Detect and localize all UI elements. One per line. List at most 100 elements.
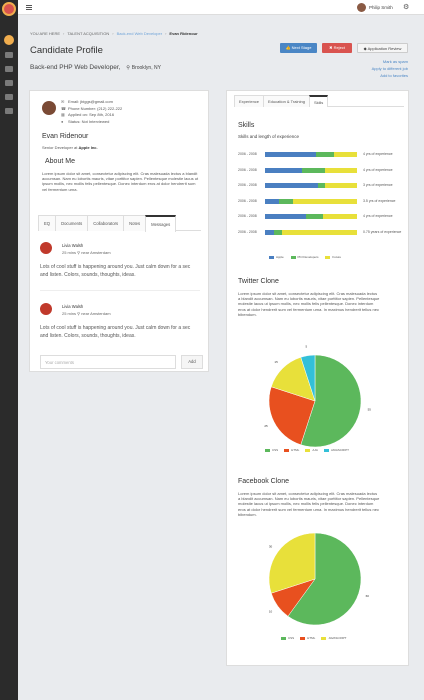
skill-bar-segment xyxy=(265,152,316,157)
location-icon: ⚲ xyxy=(77,311,81,316)
twitter-pie-chart: 55 25 15 5 xyxy=(264,345,372,448)
chart-icon[interactable] xyxy=(5,80,13,86)
about-text: Lorem ipsum dolor sit amet, consectetur … xyxy=(42,171,199,192)
skill-bar-segment xyxy=(306,214,323,219)
legend-label: Apple xyxy=(276,255,284,259)
add-favorites-link[interactable]: Add to favorites xyxy=(380,73,408,78)
tab-documents[interactable]: Documents xyxy=(55,215,89,231)
pie-value-label: 55 xyxy=(368,408,372,412)
message-location: near Amsterdam xyxy=(81,311,111,316)
tab-experience[interactable]: Experience xyxy=(234,95,265,107)
company-name: Apple Inc. xyxy=(78,145,98,150)
skill-row: 2006 - 2008 3 yrs of experience xyxy=(238,182,408,190)
message-location: near Amsterdam xyxy=(81,250,111,255)
job-position: Back-end PHP Web Developer, ⚲ Brooklyn, … xyxy=(30,64,161,71)
home-icon[interactable] xyxy=(4,35,14,45)
pie-slice-css[interactable] xyxy=(287,532,362,626)
skill-row: 2006 - 2008 4 yrs of experience xyxy=(238,151,408,159)
action-links: Mark as spam Apply to different job Add … xyxy=(356,58,408,79)
breadcrumb-job[interactable]: Back-end Web Developer xyxy=(116,31,163,36)
skill-bar-segment xyxy=(265,183,319,188)
skill-bar-segment xyxy=(274,229,282,235)
apply-different-job-link[interactable]: Apply to different job xyxy=(371,66,408,71)
tab-skills[interactable]: Skills xyxy=(308,95,329,107)
tab-education[interactable]: Education & Training xyxy=(263,95,310,107)
skill-label: 4 yrs of experience xyxy=(363,152,393,156)
pie-value-label: 15 xyxy=(274,360,278,364)
tab-collaborators[interactable]: Collaborators xyxy=(87,215,125,231)
skill-bar-segment xyxy=(281,229,357,235)
skill-row: 2006 - 2008 4 yrs of experience xyxy=(238,167,408,175)
gear-icon[interactable]: ⚙ xyxy=(403,4,410,11)
message-author[interactable]: Livia Walsh xyxy=(62,304,84,309)
skills-heading: Skills xyxy=(238,122,255,129)
legend-item: HTML xyxy=(300,636,315,640)
skill-years: 2006 - 2008 xyxy=(238,167,257,172)
email-icon: ✉ xyxy=(61,99,65,104)
facebook-pie-chart: 60 10 30 xyxy=(268,532,369,626)
skill-row: 2006 - 2008 4 yrs of experience xyxy=(238,213,408,221)
skill-bar xyxy=(265,229,357,235)
pie-slice-css[interactable] xyxy=(300,354,362,448)
skill-bar-segment xyxy=(265,229,275,235)
menu-icon[interactable] xyxy=(26,5,32,10)
cart-icon[interactable] xyxy=(5,108,13,114)
tab-eq[interactable]: EQ xyxy=(38,215,57,231)
application-review-button[interactable]: ◆ Application Review xyxy=(357,43,408,53)
app-logo[interactable] xyxy=(2,2,16,16)
mark-spam-link[interactable]: Mark as spam xyxy=(382,59,408,64)
status-icon: ● xyxy=(61,118,64,124)
legend-swatch xyxy=(300,636,306,640)
reject-button[interactable]: ✖ Reject xyxy=(322,43,352,53)
skill-bar-segment xyxy=(322,214,357,219)
next-stage-label: Next Stage xyxy=(291,45,312,50)
users-icon[interactable] xyxy=(5,52,13,58)
breadcrumb-section[interactable]: TALENT ACQUISITION xyxy=(67,31,110,36)
legend-label: HTML xyxy=(307,636,316,640)
contact-icons: ✉ ☎ ▦ ● xyxy=(61,99,66,125)
avatar[interactable] xyxy=(357,3,366,12)
skill-bar-segment xyxy=(265,214,307,219)
building-icon[interactable] xyxy=(5,94,13,100)
legend-label: JAVASCRIPT xyxy=(328,636,347,640)
message-avatar xyxy=(40,303,52,315)
skill-label: 4 yrs of experience xyxy=(363,214,393,218)
calendar-icon[interactable] xyxy=(5,66,13,72)
candidate-name: Evan Ridenour xyxy=(42,133,89,140)
legend-label: Future xyxy=(332,255,342,259)
page-title: Candidate Profile xyxy=(30,45,103,56)
tab-notes[interactable]: Notes xyxy=(123,215,147,231)
skill-label: 0.75 years of experience xyxy=(363,229,402,234)
skill-bar xyxy=(265,198,357,204)
comment-input[interactable]: Your comments xyxy=(40,355,176,369)
add-comment-button[interactable]: Add xyxy=(181,355,203,369)
skill-bar-segment xyxy=(324,183,357,188)
user-name[interactable]: Philip Smith xyxy=(369,5,393,10)
skill-bar-segment xyxy=(318,183,325,188)
status-text: Status: Not Interviewed xyxy=(68,118,110,124)
pie-slice-javascript[interactable] xyxy=(268,532,316,594)
legend-item: HTML xyxy=(284,448,299,452)
pie-slice-javascript[interactable] xyxy=(300,354,316,402)
candidate-card: ✉ ☎ ▦ ● Email: jbiggs@gmail.com Phone Nu… xyxy=(29,90,209,372)
breadcrumb-home[interactable]: YOU ARE HERE xyxy=(30,31,61,36)
reject-label: Reject xyxy=(333,45,345,50)
details-card: Experience Education & Training Skills S… xyxy=(226,90,409,666)
email-field[interactable]: Email: jbiggs@gmail.com xyxy=(68,99,113,104)
pie-slice-html[interactable] xyxy=(268,386,316,446)
skill-bar-segment xyxy=(324,167,357,173)
message-author[interactable]: Livia Walsh xyxy=(62,243,84,248)
role-prefix: Senior Developer at xyxy=(42,145,78,150)
skill-label: 3 yrs of experience xyxy=(363,183,393,187)
legend-label: CSS xyxy=(272,448,279,452)
candidate-avatar xyxy=(42,101,56,115)
skill-bar-segment xyxy=(315,152,334,157)
pie-value-label: 5 xyxy=(306,345,308,349)
next-stage-button[interactable]: 👍 Next Stage xyxy=(280,43,317,53)
message-meta: 25 mins ⚲ near Amsterdam xyxy=(62,311,111,316)
twitter-heading: Twitter Clone xyxy=(238,278,279,285)
legend-item: Phil Developers xyxy=(290,255,319,259)
topbar: Philip Smith ⚙ xyxy=(18,0,424,15)
tab-messages[interactable]: Messages xyxy=(145,215,177,232)
twitter-legend: CSS HTML AJA JAVASCRIPT xyxy=(265,448,355,452)
